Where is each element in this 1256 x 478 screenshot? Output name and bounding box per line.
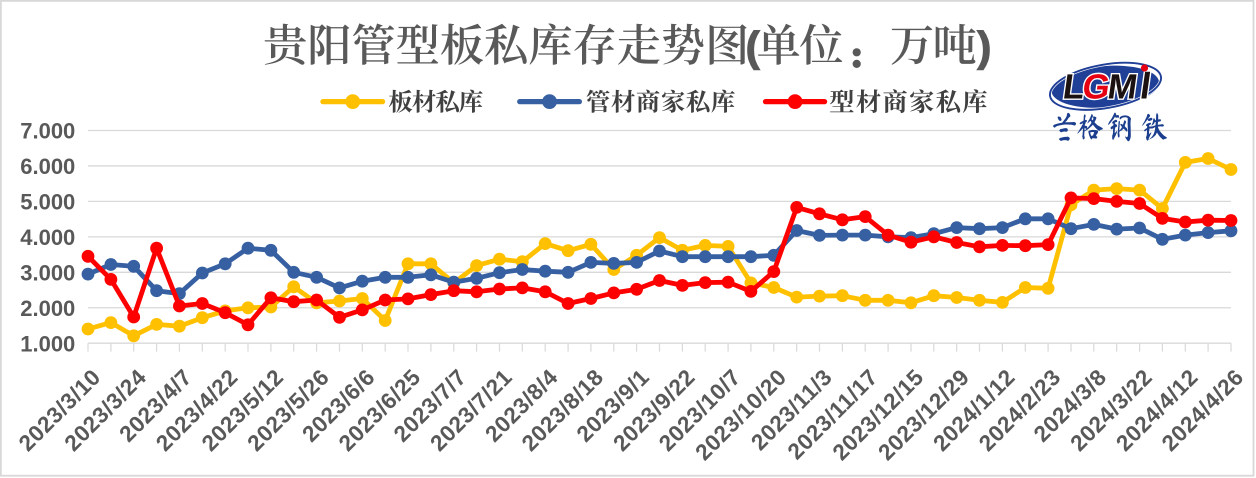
svg-text:LGM: LGM [1061,68,1138,107]
svg-text:7.000: 7.000 [20,119,75,144]
svg-text:2.000: 2.000 [20,296,75,321]
svg-text:5.000: 5.000 [20,190,75,215]
svg-text:1.000: 1.000 [20,331,75,356]
svg-text:4.000: 4.000 [20,225,75,250]
svg-text:6.000: 6.000 [20,154,75,179]
svg-text:3.000: 3.000 [20,261,75,286]
